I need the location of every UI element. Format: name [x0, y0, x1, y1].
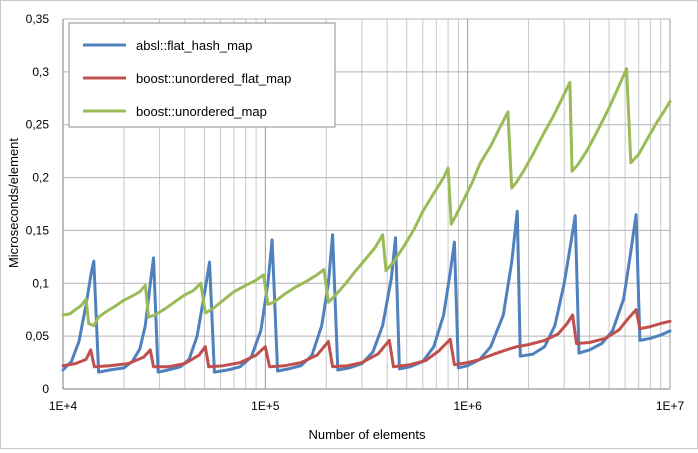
x-tick-label: 1E+6	[453, 399, 482, 413]
y-tick-label: 0,15	[26, 223, 50, 237]
x-tick-label: 1E+5	[251, 399, 280, 413]
legend-label-1: boost::unordered_flat_map	[136, 71, 291, 86]
y-tick-label: 0,35	[26, 12, 50, 26]
axis-layer: 0 0,05 0,1 0,15 0,2 0,25 0,3 0,35 1E+4 1E+5 1E+6 1E…	[26, 12, 685, 413]
y-tick-label: 0	[42, 382, 49, 396]
x-tick-label: 1E+4	[49, 399, 78, 413]
legend: absl::flat_hash_map boost::unordered_fla…	[68, 22, 336, 128]
y-tick-label: 0,05	[26, 329, 50, 343]
y-tick-label: 0,1	[32, 276, 49, 290]
legend-label-2: boost::unordered_map	[136, 104, 267, 119]
y-tick-label: 0,25	[26, 118, 50, 132]
series-line-0	[61, 209, 672, 374]
series-line-2	[61, 67, 672, 328]
legend-label-0: absl::flat_hash_map	[136, 38, 252, 53]
x-tick-label: 1E+7	[656, 399, 685, 413]
y-tick-label: 0,3	[32, 65, 49, 79]
y-axis-title: Microseconds/element	[6, 138, 21, 268]
series-layer	[61, 67, 672, 374]
x-axis-title: Number of elements	[308, 427, 426, 442]
series-line-1	[61, 308, 672, 369]
y-tick-label: 0,2	[32, 171, 49, 185]
